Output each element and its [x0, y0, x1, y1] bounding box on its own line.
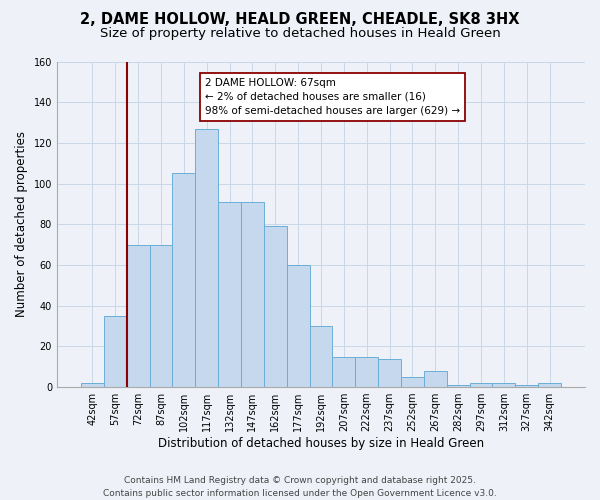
Bar — [287, 265, 310, 387]
Bar — [538, 383, 561, 387]
Bar — [310, 326, 332, 387]
Text: Size of property relative to detached houses in Heald Green: Size of property relative to detached ho… — [100, 28, 500, 40]
Bar — [424, 371, 446, 387]
Bar — [332, 356, 355, 387]
Y-axis label: Number of detached properties: Number of detached properties — [15, 132, 28, 318]
Bar — [195, 128, 218, 387]
Bar — [355, 356, 378, 387]
Bar — [241, 202, 264, 387]
Bar — [104, 316, 127, 387]
Bar — [401, 377, 424, 387]
Bar — [172, 174, 195, 387]
Text: 2, DAME HOLLOW, HEALD GREEN, CHEADLE, SK8 3HX: 2, DAME HOLLOW, HEALD GREEN, CHEADLE, SK… — [80, 12, 520, 28]
Bar — [470, 383, 493, 387]
Bar — [81, 383, 104, 387]
Bar — [378, 358, 401, 387]
Bar — [127, 244, 149, 387]
Text: Contains HM Land Registry data © Crown copyright and database right 2025.
Contai: Contains HM Land Registry data © Crown c… — [103, 476, 497, 498]
Bar — [446, 385, 470, 387]
Bar — [264, 226, 287, 387]
Bar — [515, 385, 538, 387]
X-axis label: Distribution of detached houses by size in Heald Green: Distribution of detached houses by size … — [158, 437, 484, 450]
Text: 2 DAME HOLLOW: 67sqm
← 2% of detached houses are smaller (16)
98% of semi-detach: 2 DAME HOLLOW: 67sqm ← 2% of detached ho… — [205, 78, 460, 116]
Bar — [218, 202, 241, 387]
Bar — [149, 244, 172, 387]
Bar — [493, 383, 515, 387]
